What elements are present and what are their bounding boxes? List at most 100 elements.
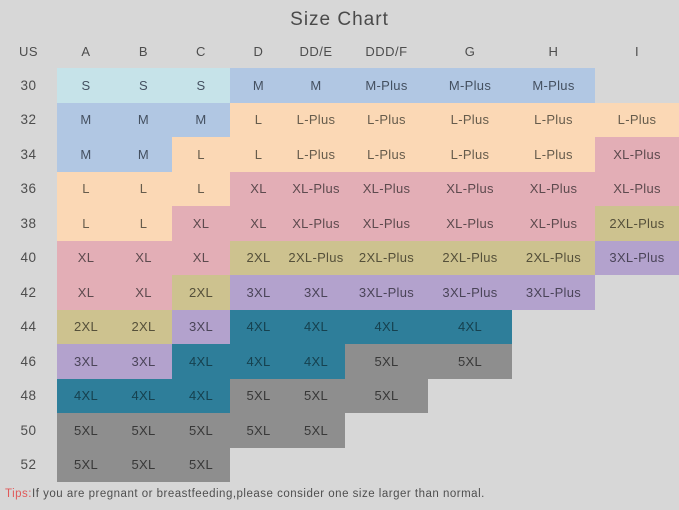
size-cell: XL-Plus xyxy=(595,137,679,172)
size-cell: S xyxy=(115,68,172,103)
size-cell: 4XL xyxy=(428,309,512,344)
size-cell: L-Plus xyxy=(428,102,512,137)
column-header-i: I xyxy=(634,43,640,59)
column-header-h: H xyxy=(548,43,559,59)
empty-cell xyxy=(345,413,428,448)
empty-cell xyxy=(512,310,595,345)
size-cell: 5XL xyxy=(115,447,172,482)
size-cell: 4XL xyxy=(172,344,230,379)
empty-cell xyxy=(595,413,679,448)
size-cell: XL-Plus xyxy=(595,171,679,206)
size-cell: M xyxy=(287,68,345,103)
size-cell: L xyxy=(57,171,115,206)
empty-cell xyxy=(287,448,345,483)
size-cell: M-Plus xyxy=(428,68,512,103)
size-cell: 3XL-Plus xyxy=(512,275,595,310)
size-cell: 3XL-Plus xyxy=(595,240,679,275)
size-cell: 2XL xyxy=(230,240,287,275)
column-header-us: US xyxy=(18,43,39,59)
size-cell: XL xyxy=(57,240,115,275)
size-cell: 2XL-Plus xyxy=(428,240,512,275)
size-cell: L xyxy=(115,206,172,241)
row-label-44: 44 xyxy=(20,319,37,335)
size-cell: 5XL xyxy=(57,413,115,448)
size-cell: L xyxy=(172,137,230,172)
empty-cell xyxy=(428,448,512,483)
size-cell: 5XL xyxy=(230,413,287,448)
column-header-a: A xyxy=(81,43,91,59)
column-header-g: G xyxy=(464,43,476,59)
empty-cell xyxy=(512,413,595,448)
size-cell: XL-Plus xyxy=(512,206,595,241)
row-label-40: 40 xyxy=(20,250,37,266)
size-cell: 5XL xyxy=(172,447,230,482)
size-cell: 5XL xyxy=(428,344,512,379)
size-cell: 5XL xyxy=(57,447,115,482)
page-title: Size Chart xyxy=(290,9,389,30)
column-header-b: B xyxy=(138,43,149,59)
empty-cell xyxy=(512,379,595,414)
row-label-42: 42 xyxy=(20,284,37,300)
size-cell: 4XL xyxy=(115,378,172,413)
row-label-36: 36 xyxy=(20,181,37,197)
size-cell: 4XL xyxy=(172,378,230,413)
size-cell: 5XL xyxy=(345,344,428,379)
size-cell: 2XL-Plus xyxy=(512,240,595,275)
size-cell: L-Plus xyxy=(345,137,428,172)
size-cell: XL-Plus xyxy=(287,171,345,206)
size-table: US A B C D DD/E DDD/F G H I 30 S S S M M M-Plus M-Plus M-P… xyxy=(0,34,679,482)
empty-cell xyxy=(595,344,679,379)
size-cell: XL xyxy=(172,240,230,275)
size-cell: M xyxy=(57,102,115,137)
size-cell: L-Plus xyxy=(287,102,345,137)
size-cell: 2XL-Plus xyxy=(345,240,428,275)
size-cell: 4XL xyxy=(230,344,287,379)
size-cell: XL-Plus xyxy=(512,171,595,206)
empty-cell xyxy=(428,413,512,448)
empty-cell xyxy=(595,379,679,414)
empty-cell xyxy=(595,275,679,310)
size-cell: 3XL xyxy=(230,275,287,310)
size-cell: L xyxy=(230,137,287,172)
size-cell: 2XL xyxy=(172,275,230,310)
size-cell: S xyxy=(172,68,230,103)
size-cell: XL-Plus xyxy=(428,171,512,206)
size-cell: XL-Plus xyxy=(345,171,428,206)
empty-cell xyxy=(345,448,428,483)
size-cell: 3XL xyxy=(115,344,172,379)
size-cell: M-Plus xyxy=(345,68,428,103)
size-cell: XL xyxy=(172,206,230,241)
column-header-dd-e: DD/E xyxy=(299,43,333,59)
size-cell: XL xyxy=(115,275,172,310)
size-cell: 3XL xyxy=(57,344,115,379)
column-header-ddd-f: DDD/F xyxy=(365,43,408,59)
size-cell: 3XL-Plus xyxy=(345,275,428,310)
size-cell: 2XL-Plus xyxy=(287,240,345,275)
size-cell: 5XL xyxy=(287,413,345,448)
size-cell: 2XL xyxy=(115,309,172,344)
empty-cell xyxy=(230,448,287,483)
size-cell: 4XL xyxy=(230,309,287,344)
empty-cell xyxy=(512,344,595,379)
tips-label: Tips: xyxy=(5,488,32,500)
size-cell: M xyxy=(57,137,115,172)
size-cell: 4XL xyxy=(345,309,428,344)
size-cell: 3XL xyxy=(287,275,345,310)
size-cell: XL xyxy=(57,275,115,310)
size-cell: L-Plus xyxy=(428,137,512,172)
row-label-46: 46 xyxy=(20,353,37,369)
size-cell: M xyxy=(115,102,172,137)
empty-cell xyxy=(595,310,679,345)
size-cell: 5XL xyxy=(287,378,345,413)
size-cell: XL xyxy=(230,171,287,206)
size-cell: L xyxy=(115,171,172,206)
size-cell: M xyxy=(115,137,172,172)
empty-cell xyxy=(512,448,595,483)
row-label-50: 50 xyxy=(20,422,37,438)
size-cell: 5XL xyxy=(345,378,428,413)
size-cell: 5XL xyxy=(115,413,172,448)
row-label-32: 32 xyxy=(20,112,37,128)
size-cell: XL xyxy=(115,240,172,275)
size-cell: 3XL xyxy=(172,309,230,344)
